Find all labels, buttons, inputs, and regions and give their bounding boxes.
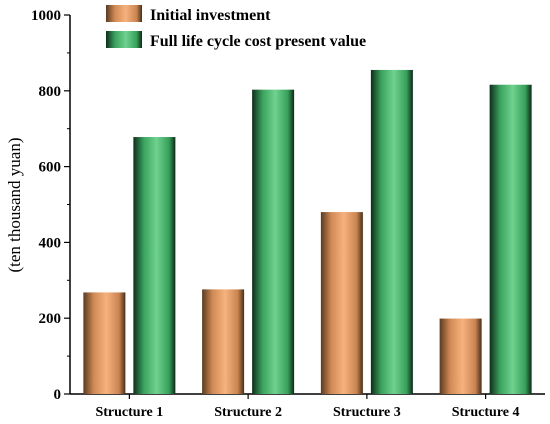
y-tick-label: 0 (54, 387, 62, 403)
x-tick-label: Structure 2 (214, 405, 282, 420)
plot-area: 0 200 400 600 800 1000 Structure 1 Structure 2 S… (31, 8, 545, 420)
legend-swatch-full-life-cycle (106, 31, 142, 48)
legend-label-initial-investment: Initial investment (150, 7, 271, 24)
bar-full-life-cycle-4 (489, 84, 532, 395)
x-tick-label: Structure 3 (333, 405, 401, 420)
legend-label-full-life-cycle: Full life cycle cost present value (150, 33, 366, 50)
y-axis-label: (ten thousand yuan) (5, 137, 24, 272)
bar-full-life-cycle-2 (252, 89, 295, 395)
bar-initial-investment-3 (320, 212, 363, 394)
x-tick-label: Structure 1 (95, 405, 163, 420)
legend-swatch-initial-investment (106, 5, 142, 22)
y-tick-label: 1000 (31, 8, 61, 24)
y-tick-label: 200 (39, 311, 62, 327)
bar-initial-investment-4 (439, 318, 482, 394)
bar-full-life-cycle-1 (133, 137, 176, 394)
bar-initial-investment-2 (202, 289, 245, 394)
y-axis-title: (ten thousand yuan) (5, 137, 24, 272)
bar-initial-investment-1 (83, 292, 126, 394)
bar-full-life-cycle-3 (370, 69, 413, 394)
y-tick-label: 800 (39, 84, 62, 100)
y-tick-label: 600 (39, 160, 62, 176)
y-tick-label: 400 (39, 235, 62, 251)
legend: Initial investment Full life cycle cost … (106, 5, 366, 50)
x-tick-label: Structure 4 (452, 405, 520, 420)
